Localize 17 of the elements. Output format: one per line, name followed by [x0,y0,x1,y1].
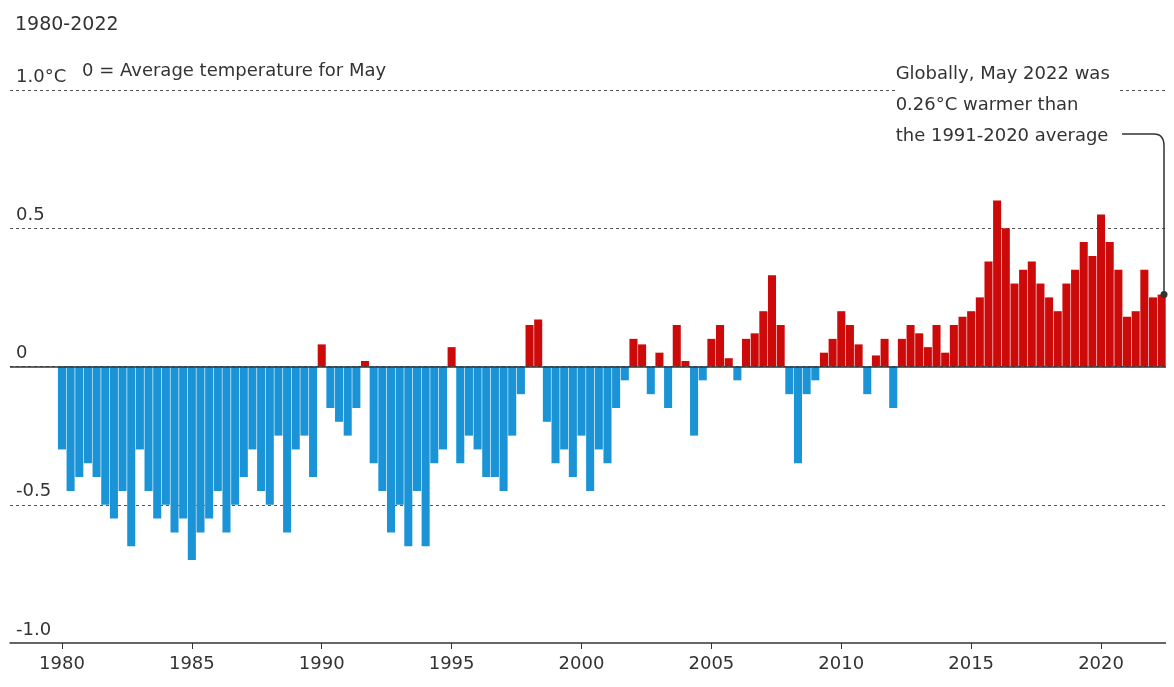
annotation: Globally, May 2022 was 0.26°C warmer than the 1991-2020 average [895,62,1116,145]
text: 0 = Average temperature for May [82,58,387,80]
x-tick-label: 2015 [948,651,995,673]
x-tick-label: 2005 [688,651,735,673]
y-tick-label: 0 [16,341,28,362]
x-tick-label: 1990 [298,651,345,673]
y-tick-label: -0.5 [16,479,52,501]
y-tick-label: 1.0°C [16,64,67,86]
x-tick-label: 2020 [1078,651,1124,673]
x-tick-label: 1995 [428,651,475,673]
x-tick-label: 2010 [818,651,865,673]
x-tick-label: 1985 [168,651,215,673]
x-tick-label: 1980 [39,651,85,673]
y-tick-label: 0.5 [16,202,45,224]
chart-title: 1980-2022 [15,11,119,34]
x-tick-label: 2000 [558,651,605,673]
y-tick-label: -1.0 [16,617,52,639]
